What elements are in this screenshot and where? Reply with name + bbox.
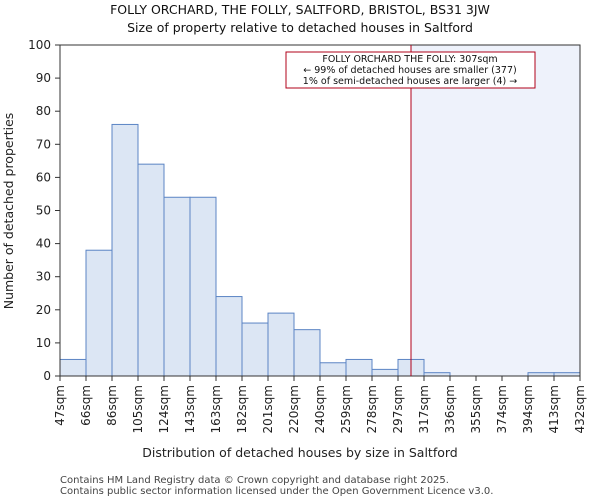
bar-240sqm [319,362,347,377]
y-axis-label: Number of detached properties [1,113,16,310]
y-axis: 0 10 20 30 40 50 60 70 80 90 100 [28,38,60,383]
annotation-line-3: 1% of semi-detached houses are larger (4… [303,76,517,87]
x-tick-label: 182sqm [235,385,249,433]
y-tick-label: 70 [36,137,51,151]
x-axis: 47sqm 66sqm 86sqm 105sqm 124sqm 143sqm 163sqm 1… [53,376,587,433]
x-tick-label: 143sqm [183,385,197,433]
x-tick-label: 240sqm [313,385,327,433]
x-tick-label: 317sqm [417,385,431,433]
chart-title-line-1: FOLLY ORCHARD, THE FOLLY, SALTFORD, BRIS… [110,2,490,17]
bar-86sqm [111,123,139,377]
x-tick-label: 355sqm [469,385,483,433]
annotation-box: FOLLY ORCHARD THE FOLLY: 307sqm ← 99% of… [285,51,536,89]
bar-201sqm [267,312,295,377]
footer-line-1: Contains HM Land Registry data © Crown c… [60,475,449,486]
footer-line-2: Contains public sector information licen… [60,486,493,497]
x-tick-label: 394sqm [521,385,535,433]
bar-105sqm [137,163,165,377]
y-tick-label: 10 [36,336,51,350]
x-tick-label: 105sqm [131,385,145,433]
y-tick-label: 20 [36,303,51,317]
x-tick-label: 259sqm [339,385,353,433]
annotation-line-2: ← 99% of detached houses are smaller (37… [303,65,516,76]
bar-124sqm [163,196,191,377]
x-tick-label: 297sqm [391,385,405,433]
y-tick-label: 40 [36,237,51,251]
larger-region-shade [411,45,580,376]
bar-163sqm [215,296,243,377]
x-tick-label: 220sqm [287,385,301,433]
bar-47sqm [59,358,87,377]
y-tick-label: 80 [36,104,51,118]
x-tick-label: 47sqm [53,385,67,426]
y-tick-label: 60 [36,170,51,184]
x-tick-label: 86sqm [105,385,119,426]
y-tick-label: 30 [36,270,51,284]
y-tick-label: 50 [36,204,51,218]
bars-group [59,123,581,377]
chart-title-line-2: Size of property relative to detached ho… [127,20,473,35]
x-tick-label: 201sqm [261,385,275,433]
bar-66sqm [85,249,113,377]
annotation-line-1: FOLLY ORCHARD THE FOLLY: 307sqm [322,54,497,65]
x-tick-label: 66sqm [79,385,93,426]
annotation-frame [285,51,536,89]
x-tick-label: 124sqm [157,385,171,433]
bar-143sqm [189,196,217,377]
bar-220sqm [293,329,321,377]
x-tick-label: 336sqm [443,385,457,433]
y-tick-label: 100 [28,38,51,52]
x-tick-label: 163sqm [209,385,223,433]
y-tick-label: 90 [36,71,51,85]
y-tick-label: 0 [43,369,51,383]
x-tick-label: 432sqm [573,385,587,433]
bar-259sqm [345,358,373,377]
bar-182sqm [241,322,269,377]
bar-278sqm [371,368,399,377]
x-axis-label: Distribution of detached houses by size … [142,445,457,460]
x-tick-label: 278sqm [365,385,379,433]
x-tick-label: 413sqm [547,385,561,433]
x-tick-label: 374sqm [495,385,509,433]
